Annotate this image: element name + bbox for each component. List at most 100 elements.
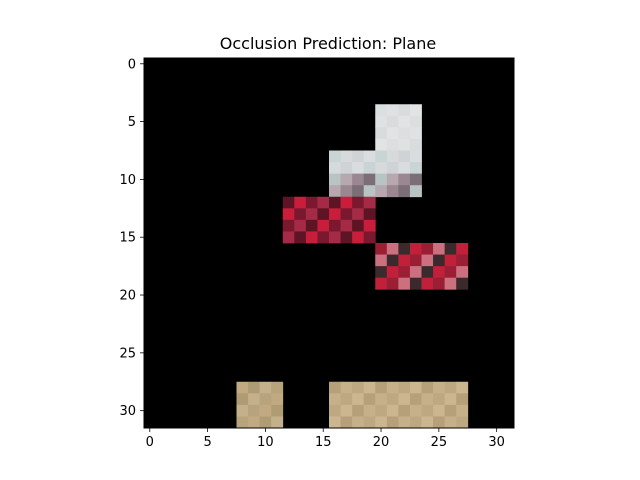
heatmap-cell (386, 404, 399, 417)
x-tick-label: 15 (315, 435, 332, 450)
heatmap-cell (398, 416, 411, 429)
heatmap-cell (282, 208, 295, 221)
y-tick-label: 15 (119, 231, 136, 246)
heatmap-cell (456, 393, 469, 406)
heatmap-cell (409, 138, 422, 151)
heatmap-cell (375, 127, 388, 140)
heatmap-cell (398, 393, 411, 406)
heatmap-cell (375, 266, 388, 279)
heatmap-cell (444, 393, 457, 406)
heatmap-cell (352, 185, 365, 198)
heatmap-cell (398, 243, 411, 255)
heatmap-cell (248, 416, 261, 429)
heatmap-cell (340, 404, 353, 417)
heatmap-cell (294, 208, 307, 221)
heatmap-cell (398, 185, 411, 198)
heatmap-cell (375, 138, 388, 151)
heatmap-cell (386, 115, 399, 128)
heatmap-cell (329, 231, 341, 244)
heatmap-cell (271, 393, 284, 406)
heatmap-cell (317, 231, 330, 244)
heatmap-cell (409, 243, 422, 255)
heatmap-cell (421, 416, 434, 429)
heatmap-cell (456, 404, 469, 417)
heatmap-cell (305, 219, 318, 232)
heatmap-cell (305, 208, 318, 221)
heatmap-cell (363, 404, 376, 417)
y-tick-label: 0 (128, 57, 136, 72)
heatmap-cell (444, 381, 457, 394)
heatmap-cell (317, 219, 330, 232)
heatmap-cell (398, 104, 411, 117)
heatmap-cell (363, 150, 376, 163)
heatmap-cell (456, 381, 469, 394)
heatmap-cell (363, 208, 376, 221)
heatmap-cell (421, 254, 434, 267)
heatmap-cell (398, 381, 411, 394)
heatmap-cell (398, 138, 411, 151)
heatmap-cell (444, 277, 457, 290)
heatmap-cell (386, 104, 399, 117)
heatmap-cell (398, 115, 411, 128)
heatmap-cell (409, 185, 422, 198)
heatmap-cell (248, 404, 261, 417)
heatmap-cell (444, 416, 457, 429)
heatmap-cell (386, 138, 399, 151)
heatmap-cell (375, 254, 388, 267)
heatmap-cell (421, 381, 434, 394)
x-axis: 0 5 10 15 20 25 30 (146, 428, 505, 450)
heatmap-cell (409, 173, 422, 186)
heatmap-cell (409, 150, 422, 163)
heatmap-cell (421, 393, 434, 406)
heatmap-cell (340, 162, 353, 175)
heatmap-cell (340, 196, 353, 209)
heatmap-cell (271, 381, 284, 394)
heatmap-cell (352, 416, 365, 429)
heatmap-cell (386, 150, 399, 163)
heatmap-cell (363, 185, 376, 198)
heatmap-cell (409, 266, 422, 279)
heatmap-cell (409, 381, 422, 394)
heatmap-cell (271, 404, 284, 417)
heatmap-cell (236, 393, 249, 406)
heatmap-cell (421, 266, 434, 279)
heatmap-cell (409, 393, 422, 406)
heatmap-cell (386, 416, 399, 429)
axes-frame (143, 57, 515, 429)
heatmap-cell (363, 231, 376, 244)
heatmap-cell (375, 104, 388, 117)
heatmap-cell (409, 162, 422, 175)
heatmap-cell (421, 243, 434, 255)
heatmap-cell (375, 243, 388, 255)
heatmap-cell (294, 231, 307, 244)
heatmap-cell (398, 404, 411, 417)
heatmap-cell (236, 416, 249, 429)
heatmap-cell (259, 393, 272, 406)
heatmap-cell (340, 208, 353, 221)
heatmap-cell (409, 416, 422, 429)
heatmap-cell (363, 393, 376, 406)
heatmap-cell (363, 173, 376, 186)
heatmap-cell (329, 150, 341, 163)
heatmap-cell (398, 254, 411, 267)
heatmap-cell (317, 208, 330, 221)
heatmap-cell (375, 404, 388, 417)
y-axis: 0 5 10 15 20 25 30 (119, 57, 144, 419)
heatmap-cell (444, 243, 457, 255)
heatmap-cell (375, 416, 388, 429)
heatmap-cell (409, 104, 422, 117)
heatmap-cell (294, 219, 307, 232)
x-tick-label: 0 (146, 435, 154, 450)
x-tick-label: 30 (488, 435, 505, 450)
heatmap-cell (363, 162, 376, 175)
heatmap-cell (248, 393, 261, 406)
heatmap-cell (375, 393, 388, 406)
heatmap-cells (144, 58, 514, 429)
heatmap-cell (236, 404, 249, 417)
y-tick-label: 25 (119, 346, 136, 361)
heatmap-cell (409, 127, 422, 140)
heatmap-cell (305, 196, 318, 209)
heatmap-cell (329, 208, 341, 221)
heatmap-cell (329, 196, 341, 209)
